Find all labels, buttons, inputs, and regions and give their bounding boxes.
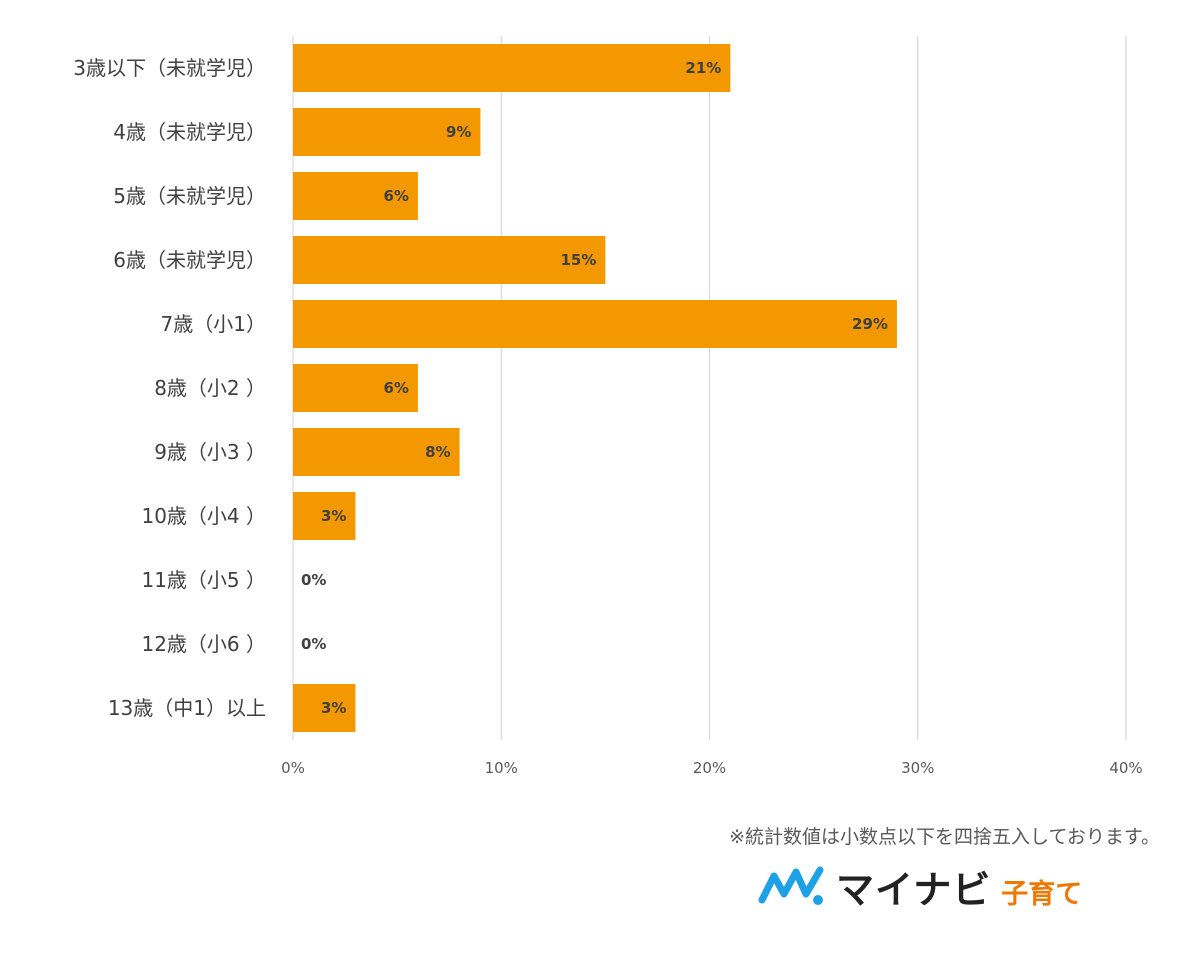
category-label: 10歳（小4 ） xyxy=(141,504,266,528)
data-label: 6% xyxy=(383,187,408,205)
x-tick-label: 20% xyxy=(693,759,726,777)
category-label: 13歳（中1）以上 xyxy=(108,696,266,720)
x-tick-label: 30% xyxy=(901,759,934,777)
bar xyxy=(293,492,356,540)
category-label: 12歳（小6 ） xyxy=(141,632,266,656)
x-tick-label: 10% xyxy=(485,759,518,777)
category-label: 4歳（未就学児） xyxy=(113,120,266,144)
data-label: 15% xyxy=(560,251,596,269)
data-label: 0% xyxy=(301,571,326,589)
category-label: 11歳（小5 ） xyxy=(141,568,266,592)
x-tick-label: 0% xyxy=(281,759,305,777)
bar xyxy=(293,300,897,348)
category-label: 5歳（未就学児） xyxy=(113,184,266,208)
bars xyxy=(293,44,897,732)
data-label: 8% xyxy=(425,443,450,461)
data-label: 6% xyxy=(383,379,408,397)
category-labels: 3歳以下（未就学児） 4歳（未就学児） 5歳（未就学児） 6歳（未就学児） 7歳（小1）… xyxy=(73,56,266,720)
gridlines xyxy=(292,36,1127,740)
category-label: 9歳（小3 ） xyxy=(154,440,266,464)
data-label: 9% xyxy=(446,123,471,141)
x-axis-ticks: 0% 10% 20% 30% 40% xyxy=(281,759,1143,777)
data-label: 3% xyxy=(321,507,346,525)
brand-sub: 子育て xyxy=(1001,878,1083,910)
x-tick-label: 40% xyxy=(1109,759,1142,777)
bar xyxy=(293,172,418,220)
data-label: 3% xyxy=(321,699,346,717)
bar xyxy=(293,44,731,92)
category-label: 3歳以下（未就学児） xyxy=(73,56,266,80)
category-label: 7歳（小1） xyxy=(161,312,266,336)
bar xyxy=(293,236,606,284)
brand-logo: マイナビ 子育て xyxy=(758,860,1178,912)
data-labels: 21% 9% 6% 15% 29% 6% 8% 3% 0% 0% 3% xyxy=(301,59,888,717)
bar-chart: 3歳以下（未就学児） 4歳（未就学児） 5歳（未就学児） 6歳（未就学児） 7歳（小1）… xyxy=(73,36,1143,777)
bar xyxy=(293,428,460,476)
mynavi-logo-icon xyxy=(758,866,824,905)
category-label: 6歳（未就学児） xyxy=(113,248,266,272)
bar xyxy=(293,684,356,732)
data-label: 21% xyxy=(685,59,721,77)
brand-name: マイナビ xyxy=(836,867,992,912)
data-label: 0% xyxy=(301,635,326,653)
bar xyxy=(293,364,418,412)
bar xyxy=(293,108,481,156)
category-label: 8歳（小2 ） xyxy=(154,376,266,400)
data-label: 29% xyxy=(852,315,888,333)
footnote: ※統計数値は小数点以下を四捨五入しております。 xyxy=(729,826,1160,848)
